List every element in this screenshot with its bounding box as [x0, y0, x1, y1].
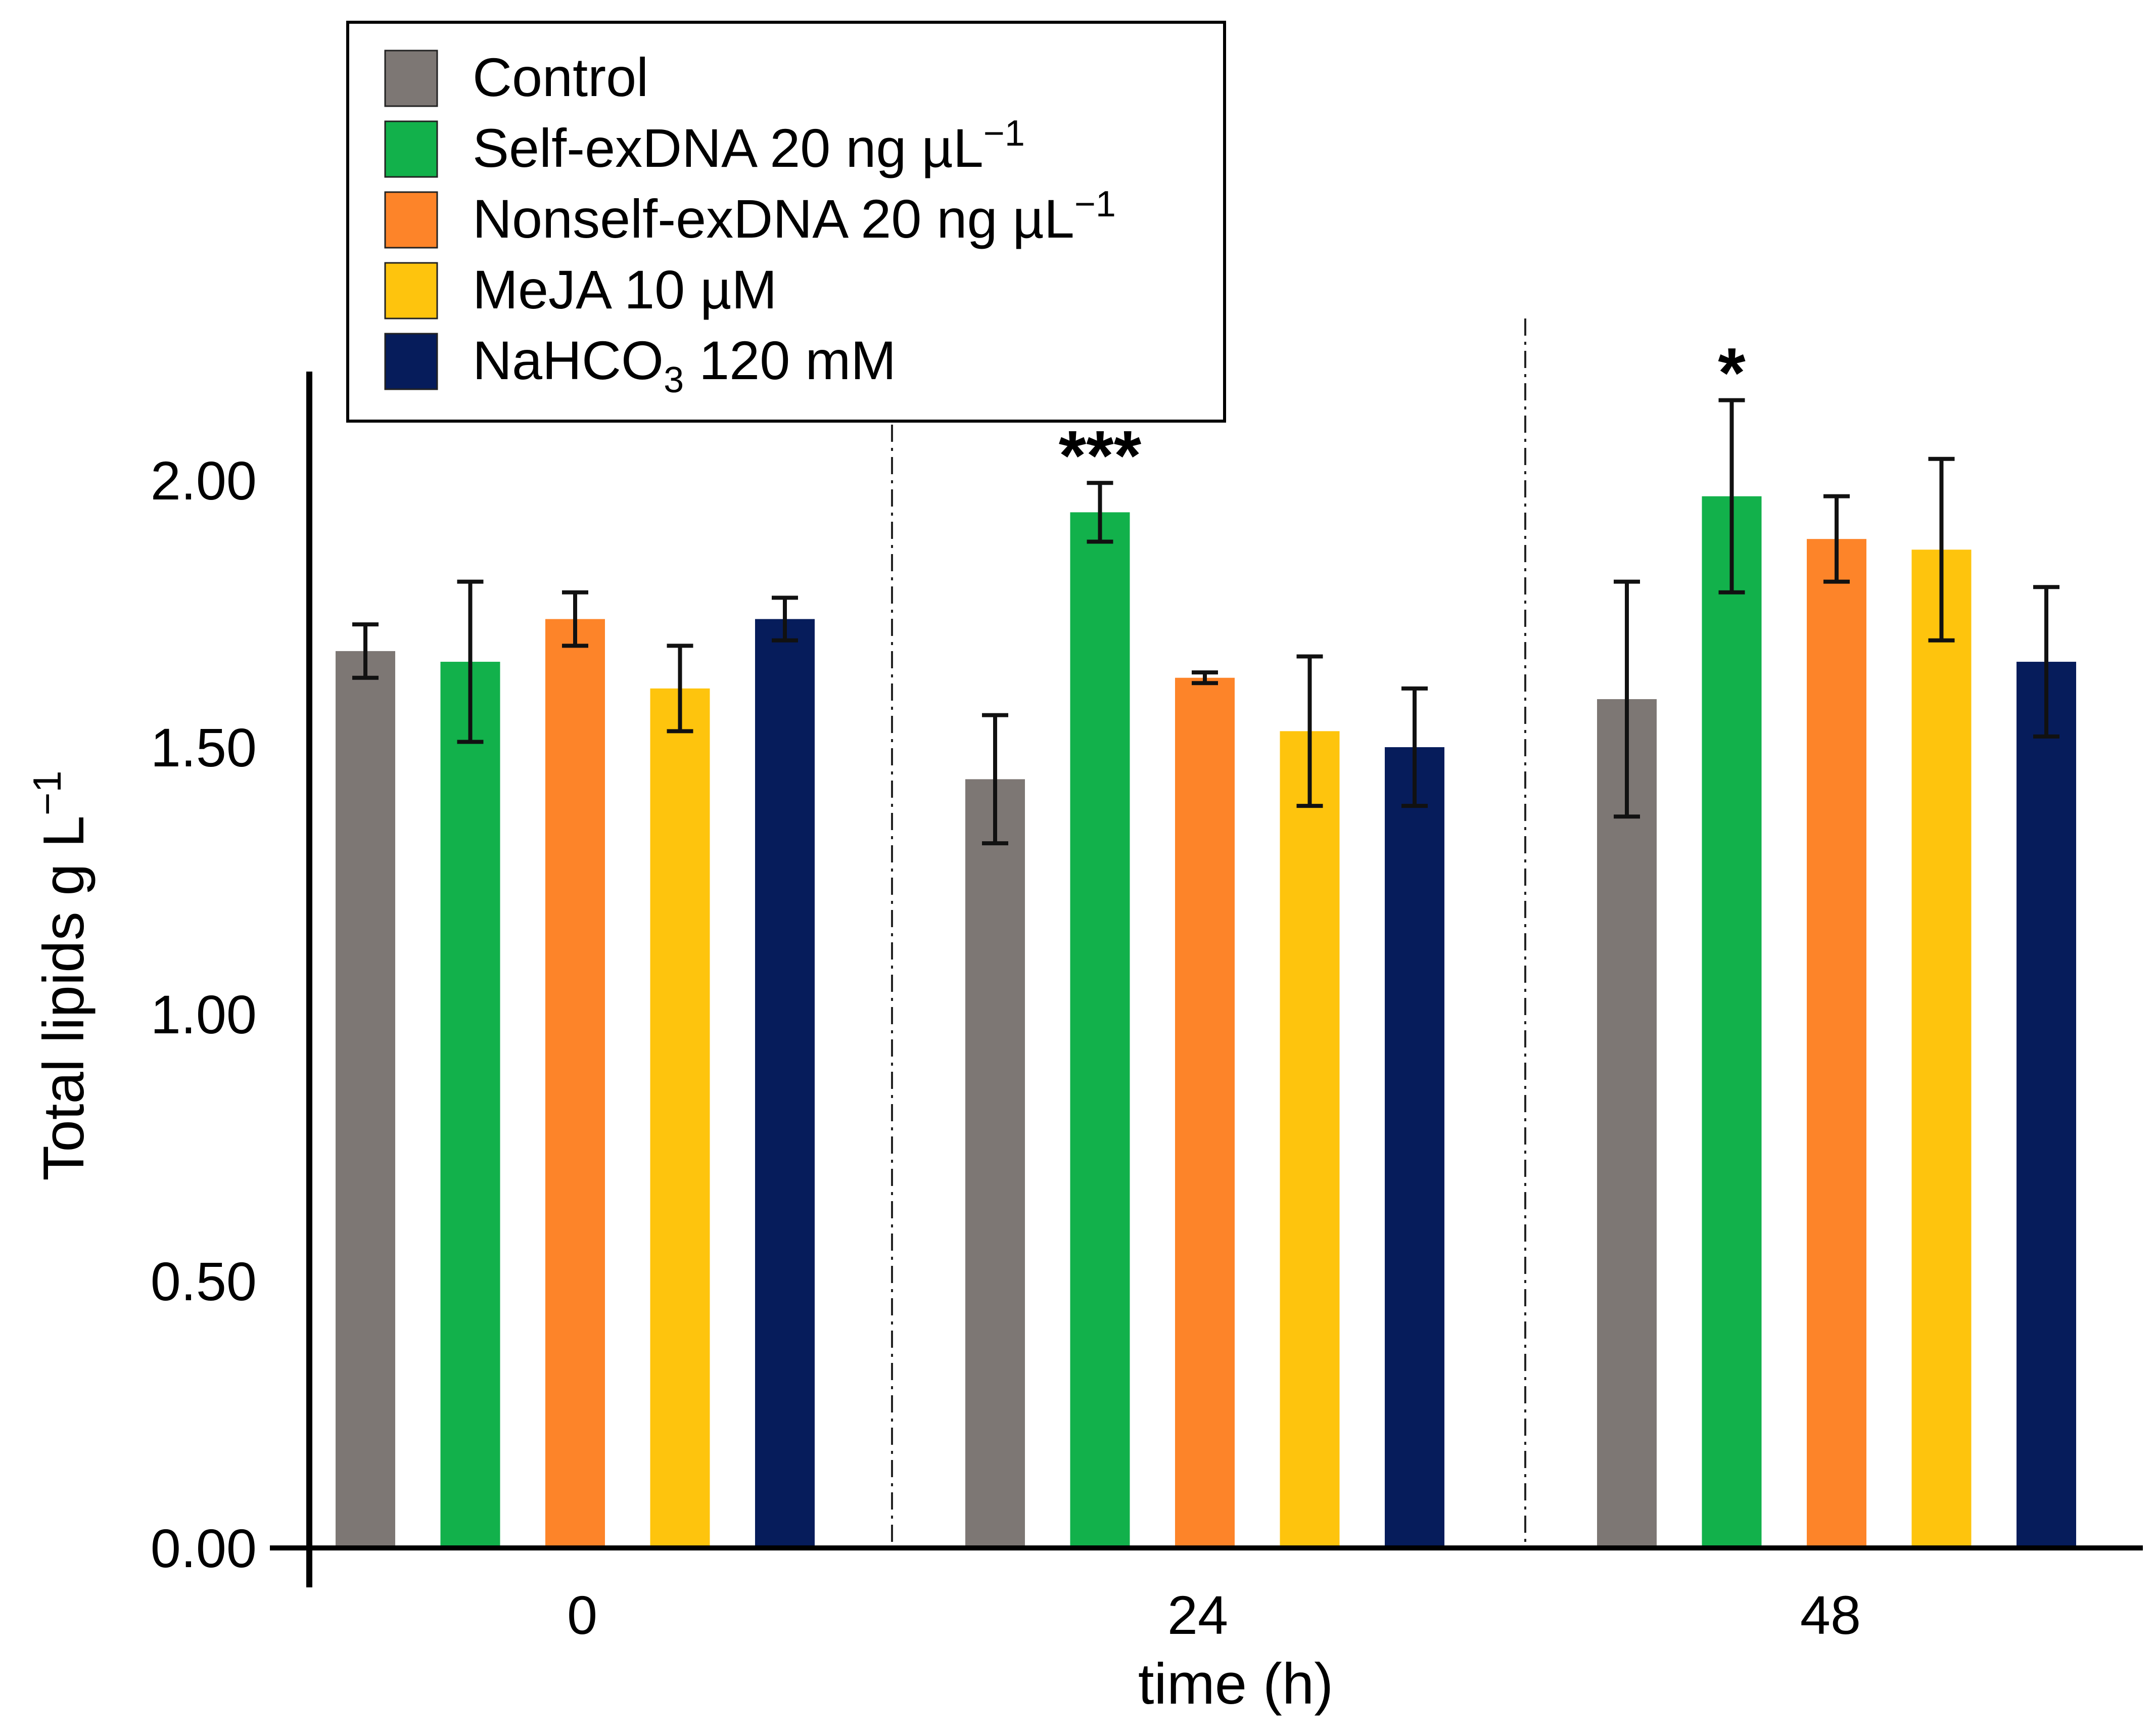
y-tick-label: 1.50 — [151, 717, 257, 778]
legend-box — [346, 21, 1226, 423]
legend-label: Self-exDNA 20 ng µL−1 — [473, 113, 1025, 178]
bar-2-1 — [1702, 496, 1762, 1548]
bar-0-2 — [545, 619, 605, 1548]
legend-item: Nonself-exDNA 20 ng µL−1 — [384, 184, 1116, 249]
errorbar-1-3 — [1296, 654, 1323, 808]
legend-swatch — [384, 120, 438, 178]
errorbar-1-0 — [982, 713, 1008, 846]
legend-item: Control — [384, 47, 648, 108]
y-tick-label: 1.00 — [151, 984, 257, 1045]
legend-label: Control — [473, 47, 648, 108]
errorbar-2-0 — [1614, 579, 1640, 819]
errorbar-0-1 — [457, 579, 484, 744]
bar-2-3 — [1911, 550, 1972, 1548]
errorbar-2-4 — [2033, 585, 2059, 739]
x-axis-title: time (h) — [1138, 1652, 1333, 1716]
x-tick-label: 0 — [567, 1584, 597, 1646]
legend-swatch — [384, 262, 438, 319]
bar-2-0 — [1597, 699, 1657, 1548]
axes — [270, 372, 2143, 1587]
bar-1-1 — [1070, 512, 1130, 1548]
bar-1-3 — [1280, 731, 1340, 1548]
legend-item: NaHCO3 120 mM — [384, 330, 896, 400]
bar-0-1 — [440, 662, 500, 1548]
bar-1-4 — [1385, 747, 1444, 1548]
errorbar-1-2 — [1192, 670, 1218, 686]
legend-swatch — [384, 333, 438, 390]
legend-item: MeJA 10 µM — [384, 259, 777, 320]
y-axis-title-main: Total lipids g L — [32, 815, 96, 1180]
y-tick-labels: 0.00 0.50 1.00 1.50 2.00 — [151, 450, 257, 1579]
significance-marker-0: *** — [1059, 416, 1142, 495]
errorbar-0-2 — [562, 590, 588, 648]
y-tick-label: 0.50 — [151, 1251, 257, 1312]
x-tick-label: 24 — [1167, 1584, 1228, 1646]
y-axis-title: Total lipids g L−1 — [25, 770, 96, 1180]
errorbar-2-1 — [1718, 398, 1745, 595]
y-tick-label: 2.00 — [151, 450, 257, 511]
errorbar-2-2 — [1823, 494, 1850, 584]
legend-swatch — [384, 50, 438, 107]
errorbar-0-4 — [772, 596, 798, 643]
errorbar-0-0 — [352, 622, 379, 680]
legend-label: NaHCO3 120 mM — [473, 330, 896, 400]
bar-1-0 — [965, 779, 1025, 1548]
legend-label: MeJA 10 µM — [473, 259, 777, 320]
bar-0-3 — [650, 688, 710, 1548]
x-tick-labels: 0 24 48 — [567, 1584, 1861, 1646]
errorbars-layer — [352, 398, 2059, 846]
significance-marker-1: * — [1718, 333, 1746, 413]
legend-item: Self-exDNA 20 ng µL−1 — [384, 113, 1025, 178]
errorbar-1-4 — [1401, 686, 1428, 808]
bars-layer — [336, 496, 2076, 1548]
x-tick-label: 48 — [1800, 1584, 1861, 1646]
y-tick-label: 0.00 — [151, 1518, 257, 1579]
errorbar-0-3 — [667, 644, 693, 734]
legend-label: Nonself-exDNA 20 ng µL−1 — [473, 184, 1116, 249]
annotations-layer: **** — [1059, 333, 1746, 495]
bar-0-4 — [755, 619, 815, 1548]
legend-swatch — [384, 191, 438, 249]
bar-2-4 — [2017, 662, 2076, 1548]
y-axis-title-exponent: −1 — [25, 770, 69, 815]
errorbar-2-3 — [1928, 456, 1955, 643]
bar-1-2 — [1175, 677, 1235, 1548]
group-dividers — [891, 318, 1526, 1548]
errorbar-1-1 — [1087, 481, 1113, 544]
bar-0-0 — [336, 651, 395, 1548]
bar-2-2 — [1807, 539, 1866, 1548]
